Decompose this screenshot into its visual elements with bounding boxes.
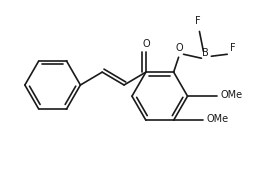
Text: F: F xyxy=(195,16,200,26)
Text: OMe: OMe xyxy=(220,90,242,100)
Text: O: O xyxy=(176,43,183,53)
Text: O: O xyxy=(142,39,150,49)
Text: OMe: OMe xyxy=(206,114,229,124)
Text: B: B xyxy=(202,48,209,58)
Text: F: F xyxy=(230,43,236,53)
